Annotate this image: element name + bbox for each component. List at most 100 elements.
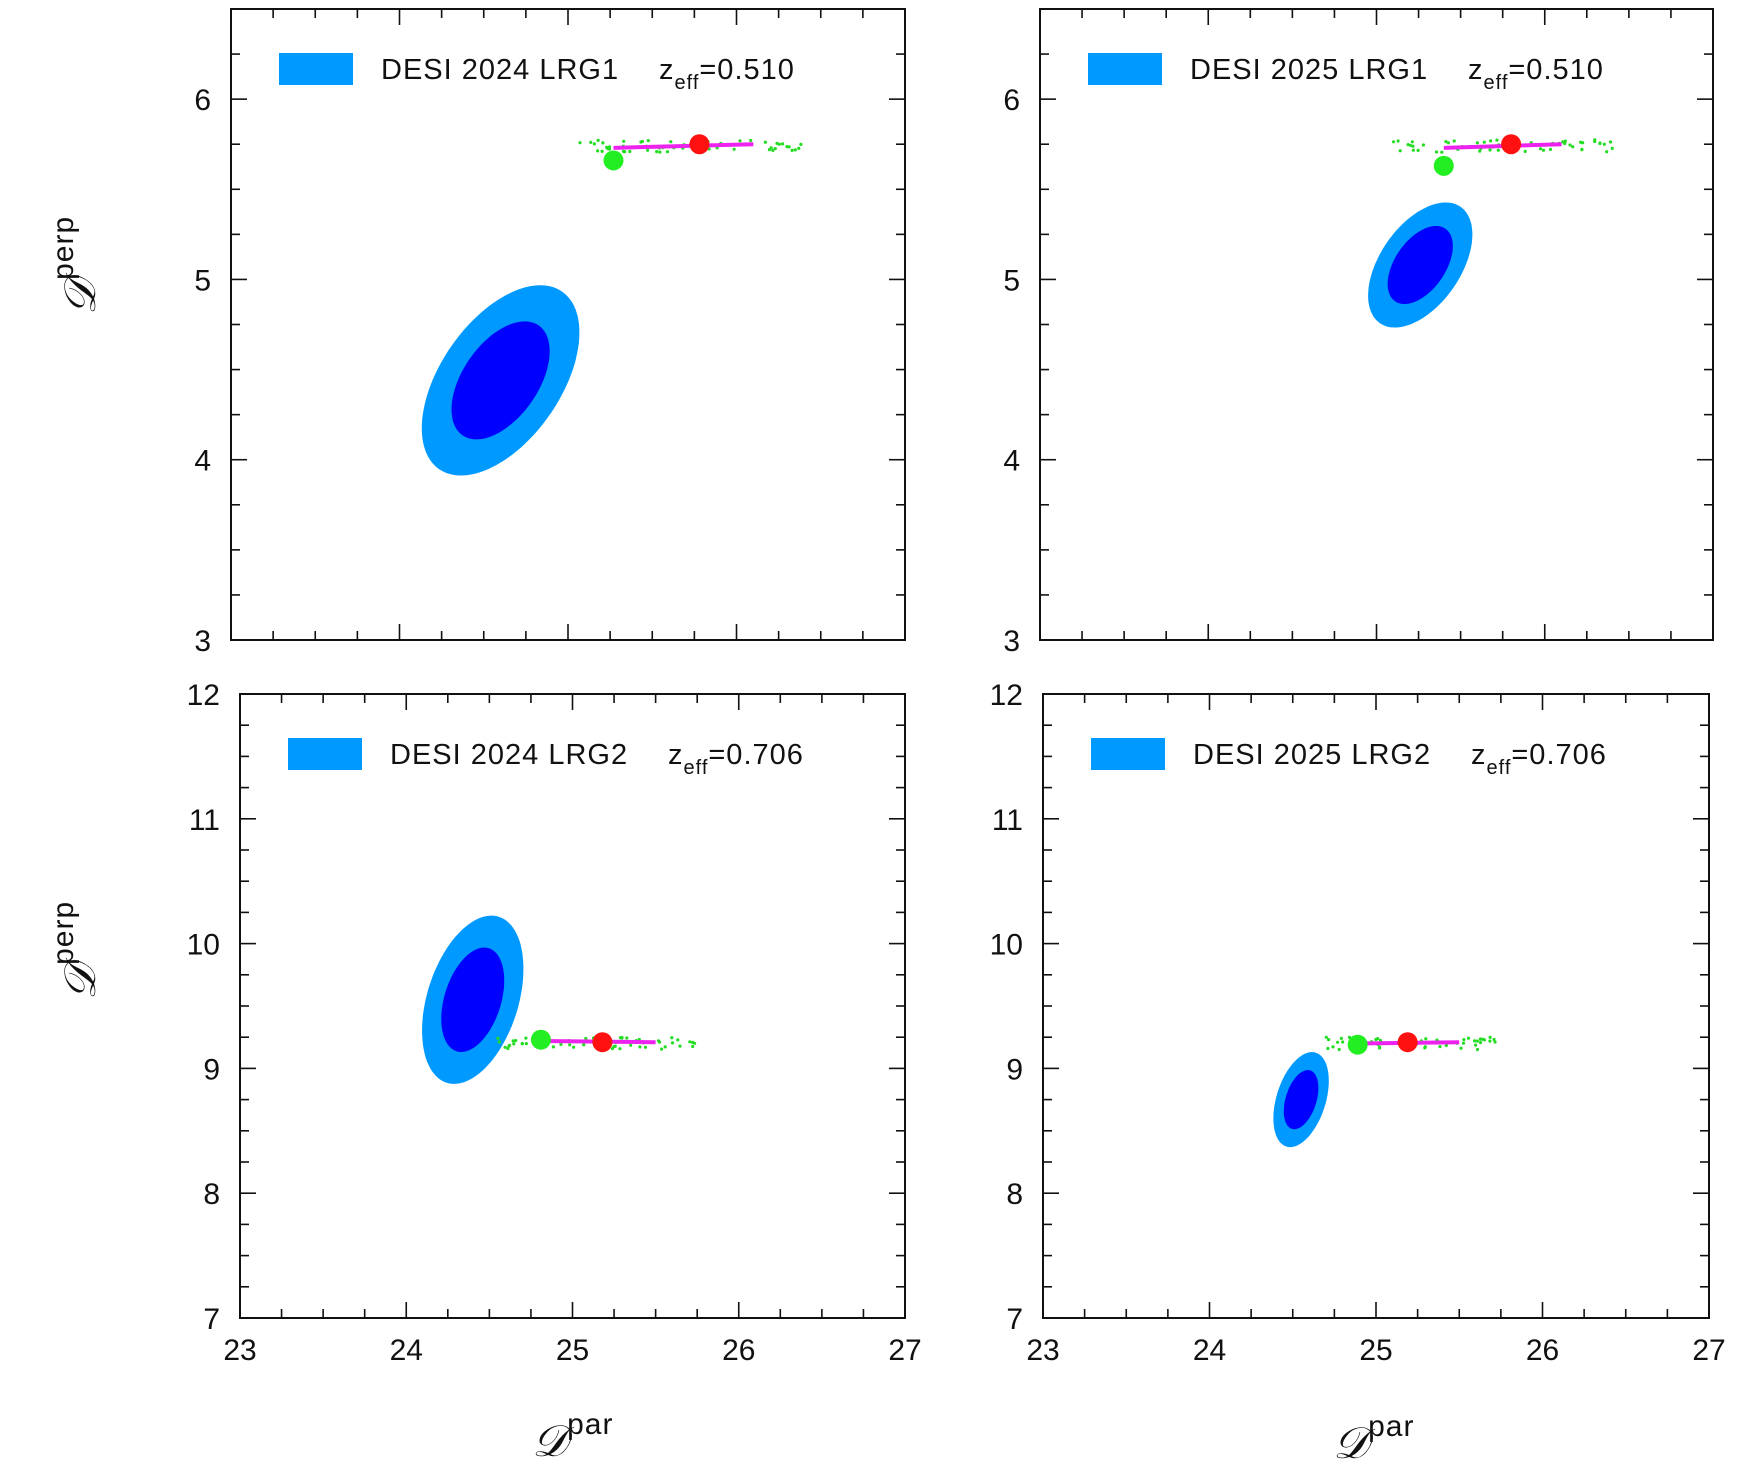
- red-point: [1397, 1032, 1418, 1053]
- legend-z-sub: eff: [1484, 72, 1509, 94]
- scatter-dot: [669, 140, 673, 144]
- scatter-dot: [658, 1040, 662, 1044]
- scatter-dot: [1424, 1037, 1428, 1041]
- scatter-dot: [1610, 146, 1614, 150]
- scatter-dot: [646, 148, 650, 152]
- scatter-dot: [1593, 139, 1597, 144]
- scatter-dot: [670, 1036, 674, 1040]
- scatter-dot: [1581, 141, 1585, 145]
- legend-z-symbol: z: [668, 739, 684, 771]
- legend-z-symbol: z: [659, 54, 675, 86]
- plot-area: [1368, 134, 1614, 328]
- y-tick-label: 9: [1006, 1053, 1023, 1086]
- scatter-dot: [1548, 147, 1553, 151]
- scatter-dot: [1337, 1047, 1341, 1052]
- scatter-dot: [1466, 1036, 1471, 1040]
- axes-frame: [239, 693, 906, 1319]
- scatter-dot: [1602, 142, 1606, 146]
- scatter-dot: [1408, 143, 1413, 147]
- legend-swatch: [279, 53, 353, 85]
- scatter-dot: [1523, 149, 1527, 153]
- contour-1sigma: [451, 321, 550, 440]
- scatter-dot: [1475, 141, 1479, 145]
- scatter-dot: [584, 1036, 588, 1041]
- panel-bottom-right: 7 8 9 10 11 12 23 24 25 26 27 DESI 2025 LRG2 zeff=0.…: [990, 679, 1726, 1367]
- legend-z-sub: eff: [675, 72, 700, 94]
- scatter-dot: [1336, 1040, 1340, 1044]
- scatter-dot: [785, 145, 789, 149]
- axes-frame: [1039, 8, 1714, 641]
- scatter-dot: [1495, 138, 1499, 142]
- legend-zeff: zeff=0.510: [659, 54, 795, 94]
- scatter-dot: [620, 1036, 624, 1040]
- scatter-dot: [1478, 1037, 1482, 1041]
- scatter-dot: [1324, 1035, 1328, 1039]
- x-tick-label: 25: [556, 1334, 589, 1367]
- scatter-dot: [1538, 147, 1543, 151]
- red-point: [689, 134, 710, 155]
- legend-label: DESI 2024 LRG2: [390, 739, 628, 771]
- scatter-dot: [693, 1041, 697, 1045]
- scatter-dot: [1461, 1041, 1466, 1045]
- scatter-dot: [1472, 1039, 1477, 1043]
- contour-1sigma: [441, 947, 505, 1052]
- scatter-dot: [621, 149, 626, 153]
- scatter-dot: [1493, 1040, 1497, 1044]
- x-tick-label: 24: [390, 1334, 423, 1367]
- y-tick-label: 10: [990, 929, 1023, 962]
- scatter-dot: [514, 1039, 518, 1043]
- scatter-dot: [688, 1040, 692, 1044]
- x-tick-label: 23: [223, 1334, 256, 1367]
- y-tick-label: 3: [194, 625, 211, 658]
- y-tick-label: 7: [203, 1303, 220, 1336]
- scatter-dot: [572, 1045, 576, 1049]
- scatter-dot: [1462, 1038, 1466, 1042]
- scatter-dot: [551, 1045, 556, 1049]
- y-tick-label: 11: [992, 804, 1023, 837]
- legend-swatch: [288, 738, 362, 770]
- scatter-dot: [592, 142, 597, 146]
- scatter-dot: [596, 138, 600, 142]
- scatter-dot: [520, 1042, 524, 1046]
- scatter-dot: [589, 140, 593, 144]
- y-tick-label: 8: [203, 1178, 220, 1211]
- scatter-dot: [1496, 148, 1500, 152]
- scatter-dot: [1481, 1037, 1485, 1041]
- scatter-dot: [506, 1046, 510, 1051]
- green-point: [1347, 1034, 1368, 1055]
- y-tick-label: 4: [194, 445, 211, 478]
- y-tick-label: 10: [187, 929, 220, 962]
- scatter-dot: [1474, 1043, 1478, 1047]
- scatter-dot: [640, 139, 645, 144]
- y-axis-title-bottom: 𝒟perp: [47, 901, 106, 1000]
- scatter-dot: [676, 1038, 680, 1042]
- scatter-dot: [655, 150, 659, 154]
- scatter-dot: [1568, 143, 1572, 147]
- scatter-dot: [601, 141, 605, 145]
- x-tick-label: 26: [1526, 1334, 1559, 1367]
- legend-z-sub: eff: [684, 757, 709, 779]
- legend-z-value: =0.510: [699, 54, 795, 86]
- scatter-dot: [622, 139, 626, 143]
- scatter-dot: [1434, 150, 1439, 154]
- scatter-dot: [512, 1042, 516, 1046]
- scatter-dot: [1411, 144, 1415, 148]
- y-tick-label: 12: [990, 679, 1023, 712]
- scatter-dot: [1478, 1041, 1483, 1045]
- scatter-dot: [1489, 139, 1493, 143]
- scatter-dot: [578, 141, 582, 145]
- contour-1sigma: [1283, 1070, 1319, 1130]
- axes-frame: [1042, 693, 1710, 1319]
- scatter-dot: [1438, 1045, 1442, 1049]
- legend-z-sub: eff: [1487, 757, 1512, 779]
- scatter-dot: [793, 148, 797, 152]
- scatter-dot: [1561, 140, 1565, 144]
- y-tick-label: 11: [189, 804, 220, 837]
- y-tick-label: 5: [1003, 264, 1020, 297]
- scatter-dot: [763, 140, 768, 144]
- scatter-dot: [1411, 148, 1415, 152]
- legend-z-symbol: z: [1468, 54, 1484, 86]
- scatter-dot: [799, 142, 803, 146]
- y-tick-label: 8: [1006, 1178, 1023, 1211]
- legend-z-value: =0.510: [1508, 54, 1604, 86]
